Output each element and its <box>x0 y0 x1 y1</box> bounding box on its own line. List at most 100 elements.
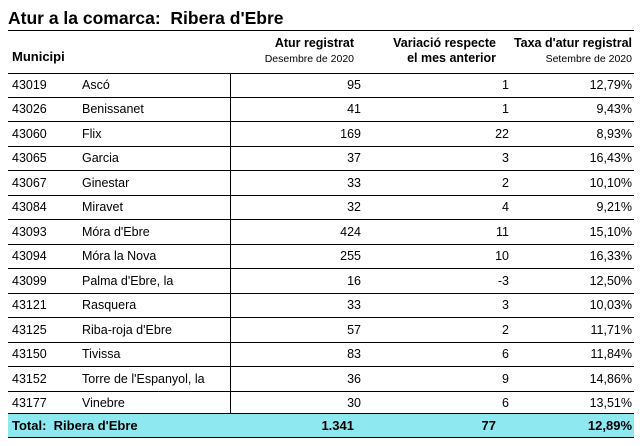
cell-taxa: 11,84% <box>517 342 634 367</box>
cell-code: 43067 <box>8 170 82 196</box>
cell-atur: 169 <box>230 121 369 147</box>
cell-code: 43177 <box>8 391 82 416</box>
cell-atur: 424 <box>230 219 369 245</box>
cell-taxa: 10,03% <box>517 293 634 318</box>
cell-atur: 33 <box>230 170 369 196</box>
cell-name: Riba-roja d'Ebre <box>82 317 231 343</box>
cell-atur: 33 <box>230 293 369 318</box>
municipi-table: 43019 Ascó 95 1 12,79% 43026 Benissanet 41 1 9,43… <box>8 73 634 416</box>
cell-atur: 36 <box>230 366 369 392</box>
cell-atur: 37 <box>230 146 369 171</box>
cell-variacio: 4 <box>369 195 517 220</box>
table-row: 43121 Rasquera 33 3 10,03% <box>8 293 634 318</box>
cell-taxa: 10,10% <box>517 170 634 196</box>
cell-variacio: 3 <box>369 146 517 171</box>
header-taxa-sub: Setembre de 2020 <box>545 53 632 65</box>
table-row: 43094 Móra la Nova 255 10 16,33% <box>8 244 634 269</box>
cell-code: 43150 <box>8 342 82 367</box>
cell-variacio: 11 <box>369 219 517 245</box>
cell-name: Torre de l'Espanyol, la <box>82 366 231 392</box>
page-title: Atur a la comarca: Ribera d'Ebre <box>8 6 634 31</box>
cell-name: Benissanet <box>82 97 231 122</box>
table-row: 43099 Palma d'Ebre, la 16 -3 12,50% <box>8 268 634 294</box>
total-atur: 1.341 <box>321 418 354 433</box>
cell-atur: 57 <box>230 317 369 343</box>
cell-atur: 30 <box>230 391 369 416</box>
cell-code: 43125 <box>8 317 82 343</box>
cell-code: 43065 <box>8 146 82 171</box>
cell-name: Rasquera <box>82 293 231 318</box>
cell-variacio: 2 <box>369 170 517 196</box>
cell-variacio: 22 <box>369 121 517 147</box>
cell-name: Móra d'Ebre <box>82 219 231 245</box>
cell-name: Ascó <box>82 73 231 98</box>
table-header: Municipi Atur registrat Desembre de 2020… <box>8 33 634 74</box>
cell-taxa: 12,50% <box>517 268 634 294</box>
table-row: 43177 Vinebre 30 6 13,51% <box>8 391 634 416</box>
header-municipi: Municipi <box>12 49 65 64</box>
cell-code: 43152 <box>8 366 82 392</box>
cell-taxa: 11,71% <box>517 317 634 343</box>
table-row: 43125 Riba-roja d'Ebre 57 2 11,71% <box>8 317 634 343</box>
cell-taxa: 14,86% <box>517 366 634 392</box>
cell-atur: 16 <box>230 268 369 294</box>
table-row: 43152 Torre de l'Espanyol, la 36 9 14,86% <box>8 366 634 392</box>
cell-name: Garcia <box>82 146 231 171</box>
cell-variacio: 6 <box>369 342 517 367</box>
cell-taxa: 13,51% <box>517 391 634 416</box>
table-row: 43093 Móra d'Ebre 424 11 15,10% <box>8 219 634 245</box>
cell-taxa: 12,79% <box>517 73 634 98</box>
cell-name: Flix <box>82 121 231 147</box>
cell-variacio: 2 <box>369 317 517 343</box>
cell-name: Palma d'Ebre, la <box>82 268 231 294</box>
cell-name: Vinebre <box>82 391 231 416</box>
cell-code: 43099 <box>8 268 82 294</box>
header-taxa: Taxa d'atur registral <box>513 36 632 50</box>
total-label: Total: Ribera d'Ebre <box>12 418 138 433</box>
total-taxa: 12,89% <box>587 418 632 433</box>
table-body: 43019 Ascó 95 1 12,79% 43026 Benissanet 41 1 9,43… <box>8 73 634 416</box>
table-row: 43060 Flix 169 22 8,93% <box>8 121 634 147</box>
table-row: 43084 Miravet 32 4 9,21% <box>8 195 634 220</box>
cell-atur: 83 <box>230 342 369 367</box>
cell-variacio: 10 <box>369 244 517 269</box>
cell-variacio: 1 <box>369 73 517 98</box>
cell-atur: 32 <box>230 195 369 220</box>
cell-code: 43019 <box>8 73 82 98</box>
cell-variacio: 6 <box>369 391 517 416</box>
cell-name: Miravet <box>82 195 231 220</box>
header-atur-sub: Desembre de 2020 <box>264 53 354 65</box>
cell-variacio: 3 <box>369 293 517 318</box>
cell-taxa: 16,33% <box>517 244 634 269</box>
header-atur: Atur registrat <box>274 36 354 50</box>
cell-code: 43121 <box>8 293 82 318</box>
table-row: 43026 Benissanet 41 1 9,43% <box>8 97 634 122</box>
cell-code: 43084 <box>8 195 82 220</box>
cell-taxa: 15,10% <box>517 219 634 245</box>
header-variacio-line2: el mes anterior <box>407 51 496 65</box>
cell-taxa: 9,21% <box>517 195 634 220</box>
cell-name: Tivissa <box>82 342 231 367</box>
cell-variacio: 1 <box>369 97 517 122</box>
total-variacio: 77 <box>481 418 496 433</box>
cell-code: 43094 <box>8 244 82 269</box>
cell-atur: 41 <box>230 97 369 122</box>
cell-name: Ginestar <box>82 170 231 196</box>
cell-atur: 95 <box>230 73 369 98</box>
cell-atur: 255 <box>230 244 369 269</box>
cell-code: 43026 <box>8 97 82 122</box>
total-row: Total: Ribera d'Ebre 1.341 77 12,89% <box>8 413 634 438</box>
cell-code: 43060 <box>8 121 82 147</box>
cell-taxa: 8,93% <box>517 121 634 147</box>
cell-variacio: -3 <box>369 268 517 294</box>
table-row: 43150 Tivissa 83 6 11,84% <box>8 342 634 367</box>
table-row: 43067 Ginestar 33 2 10,10% <box>8 170 634 196</box>
cell-taxa: 16,43% <box>517 146 634 171</box>
cell-code: 43093 <box>8 219 82 245</box>
header-variacio-line1: Variació respecte <box>393 36 496 50</box>
table-row: 43019 Ascó 95 1 12,79% <box>8 73 634 98</box>
cell-taxa: 9,43% <box>517 97 634 122</box>
table-row: 43065 Garcia 37 3 16,43% <box>8 146 634 171</box>
cell-name: Móra la Nova <box>82 244 231 269</box>
